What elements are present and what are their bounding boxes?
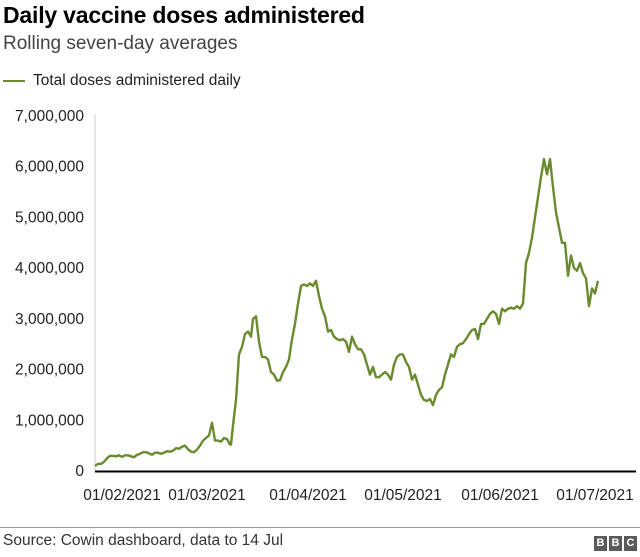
legend: Total doses administered daily (3, 72, 241, 90)
source-note: Source: Cowin dashboard, data to 14 Jul (3, 532, 284, 549)
bbc-logo-b1: B (594, 536, 607, 551)
footer-divider (0, 527, 640, 528)
y-tick-label: 2,000,000 (15, 362, 84, 379)
x-tick-label: 01/02/2021 (83, 487, 161, 504)
legend-line-icon (3, 80, 25, 82)
legend-label: Total doses administered daily (33, 72, 241, 89)
x-tick-label: 01/06/2021 (461, 487, 539, 504)
bbc-logo-b2: B (609, 536, 622, 551)
bbc-logo: B B C (594, 536, 637, 551)
y-axis-ticks: 0 1,000,000 2,000,000 3,000,000 4,000,000 5,0… (15, 108, 84, 480)
series-line-total-doses (94, 157, 600, 467)
x-tick-label: 01/07/2021 (556, 487, 634, 504)
y-tick-label: 0 (75, 463, 84, 480)
chart-title: Daily vaccine doses administered (3, 2, 365, 28)
x-tick-label: 01/04/2021 (269, 487, 347, 504)
bbc-logo-c: C (624, 536, 637, 551)
y-tick-label: 5,000,000 (15, 209, 84, 226)
x-axis-ticks: 01/02/2021 01/03/2021 01/04/2021 01/05/2021… (83, 487, 634, 504)
y-tick-label: 4,000,000 (15, 260, 84, 277)
y-tick-label: 1,000,000 (15, 412, 84, 429)
y-tick-label: 6,000,000 (15, 159, 84, 176)
line-chart: 0 1,000,000 2,000,000 3,000,000 4,000,000 5,0… (15, 108, 636, 504)
y-tick-label: 7,000,000 (15, 108, 84, 125)
x-tick-label: 01/05/2021 (364, 487, 442, 504)
y-tick-label: 3,000,000 (15, 311, 84, 328)
x-tick-label: 01/03/2021 (168, 487, 246, 504)
chart-subtitle: Rolling seven-day averages (3, 33, 238, 54)
